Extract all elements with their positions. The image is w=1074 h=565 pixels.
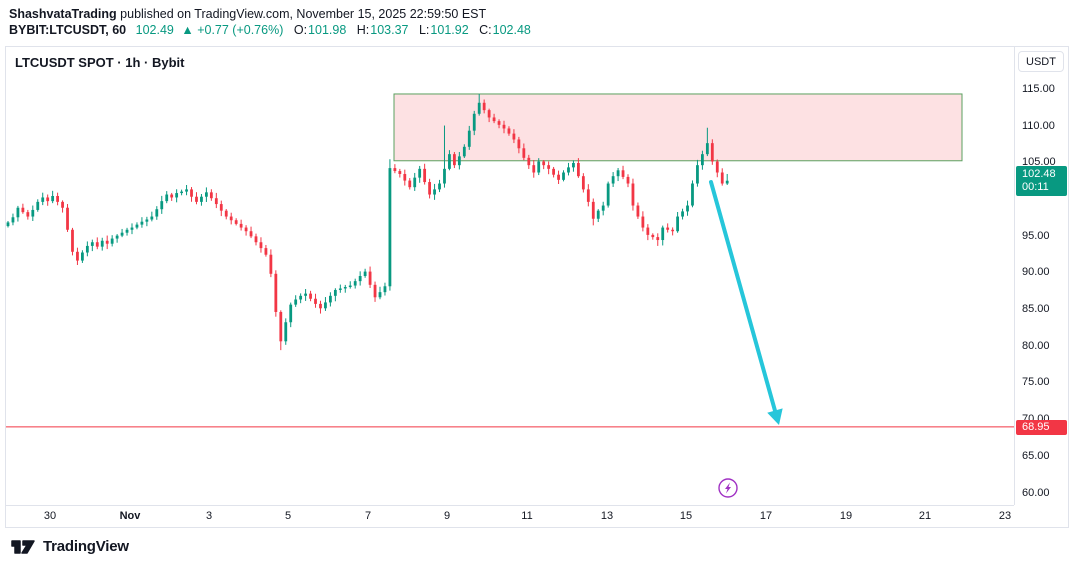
chart-legend[interactable]: LTCUSDT SPOT · 1h · Bybit (15, 55, 185, 70)
time-tick-label: Nov (119, 510, 141, 522)
tradingview-logo-icon (11, 540, 35, 554)
price-axis[interactable]: USDT 102.48 00:11 68.95 115.00 110.00 105.… (1014, 47, 1068, 505)
price-tick-label: 105.00 (1022, 156, 1056, 169)
time-axis[interactable]: 30 Nov 3 5 7 9 11 13 15 17 19 21 23 (6, 505, 1014, 527)
open-label: O: (293, 23, 308, 37)
lightning-icon (725, 482, 731, 494)
plot-area[interactable] (6, 47, 1014, 505)
time-tick-label: 9 (443, 510, 451, 522)
chart-frame: LTCUSDT SPOT · 1h · Bybit USDT 102.48 00… (5, 46, 1069, 528)
candlestick-plot[interactable] (6, 47, 1014, 505)
high-value: 103.37 (370, 23, 409, 37)
tradingview-brand[interactable]: TradingView (10, 537, 129, 556)
supply-zone[interactable] (393, 93, 963, 162)
low-value: 101.92 (430, 23, 469, 37)
price-tick-label: 110.00 (1022, 119, 1055, 132)
publish-info: ShashvataTrading published on TradingVie… (9, 7, 486, 22)
last-price: 102.49 (135, 23, 174, 37)
close-label: C: (479, 23, 492, 37)
open-value: 101.98 (308, 23, 347, 37)
last-price-badge-value: 102.48 (1022, 167, 1056, 180)
price-tick-label: 65.00 (1022, 449, 1050, 462)
time-tick-label: 11 (521, 510, 533, 522)
time-tick-label: 30 (43, 510, 57, 522)
time-tick-label: 7 (364, 510, 372, 522)
trend-arrow-head[interactable] (767, 408, 783, 425)
symbol-ohlc-row: BYBIT:LTCUSDT, 60 102.49 ▲ +0.77 (+0.76%… (9, 23, 531, 38)
time-tick-label: 15 (679, 510, 693, 522)
currency-button[interactable]: USDT (1018, 51, 1064, 72)
price-tick-label: 95.00 (1022, 229, 1050, 242)
bar-countdown: 00:11 (1022, 180, 1049, 193)
high-label: H: (356, 23, 370, 37)
time-tick-label: 13 (600, 510, 614, 522)
brand-name: TradingView (43, 538, 129, 555)
time-tick-label: 5 (284, 510, 292, 522)
time-tick-label: 19 (839, 510, 853, 522)
support-price-badge: 68.95 (1016, 419, 1067, 435)
price-tick-label: 115.00 (1022, 82, 1055, 95)
price-tick-label: 75.00 (1022, 376, 1050, 389)
trend-arrow[interactable] (709, 180, 777, 413)
price-tick-label: 80.00 (1022, 339, 1050, 352)
time-tick-label: 17 (759, 510, 773, 522)
close-value: 102.48 (492, 23, 531, 37)
time-tick-label: 3 (205, 510, 213, 522)
price-tick-label: 90.00 (1022, 266, 1050, 279)
time-tick-label: 23 (998, 510, 1012, 522)
symbol-name: BYBIT:LTCUSDT, 60 (9, 23, 127, 37)
low-label: L: (418, 23, 430, 37)
price-tick-label: 60.00 (1022, 486, 1050, 499)
price-tick-label: 85.00 (1022, 303, 1050, 316)
publish-meta: published on TradingView.com, November 1… (116, 7, 487, 21)
time-tick-label: 21 (918, 510, 932, 522)
last-price-badge: 102.48 00:11 (1016, 165, 1067, 196)
author-name: ShashvataTrading (9, 7, 117, 21)
price-change: ▲ +0.77 (+0.76%) (181, 23, 284, 37)
